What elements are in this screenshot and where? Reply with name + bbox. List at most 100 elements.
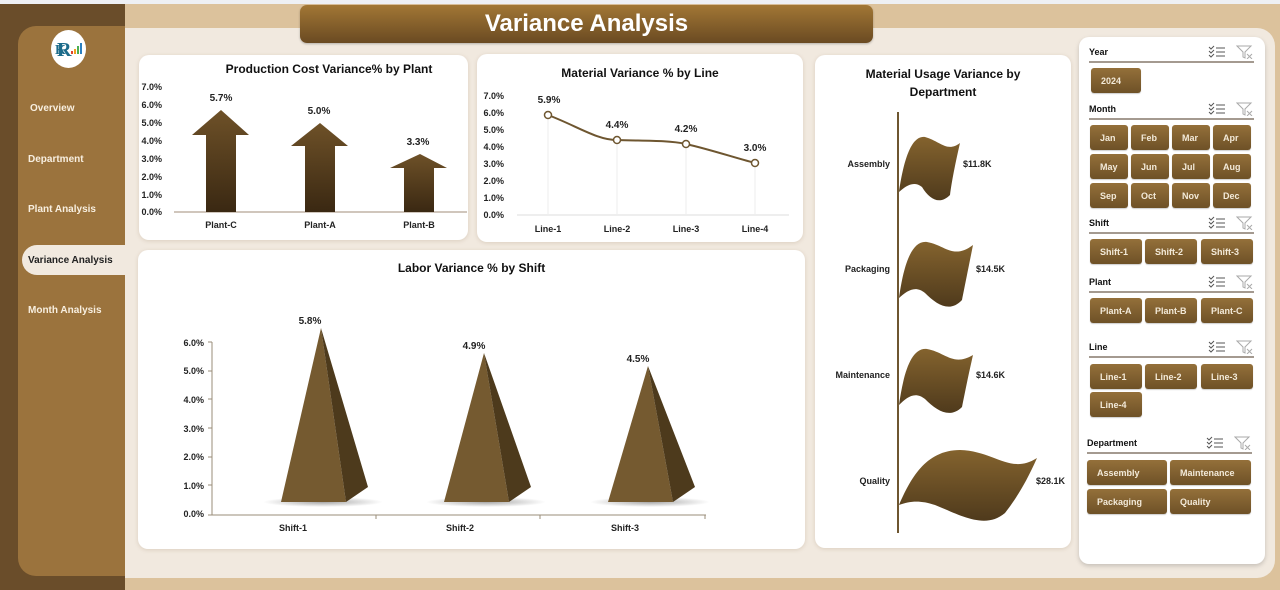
slicer-label: Shift xyxy=(1089,218,1109,228)
y-tick: 5.0% xyxy=(141,118,162,128)
clear-filter-icon[interactable] xyxy=(1235,45,1254,60)
clear-filter-icon[interactable] xyxy=(1233,436,1252,451)
slicer-header-month: Month xyxy=(1089,100,1254,120)
sidebar-item-label: Overview xyxy=(30,102,75,114)
slicer-header-department: Department xyxy=(1087,434,1252,454)
sidebar-item-plant-analysis[interactable]: Plant Analysis xyxy=(18,194,125,224)
y-tick: 3.0% xyxy=(141,154,162,164)
slicer-year-2024[interactable]: 2024 xyxy=(1091,68,1141,93)
clear-filter-icon[interactable] xyxy=(1235,216,1254,231)
slicer-item-label: Apr xyxy=(1223,132,1239,143)
sidebar-item-overview[interactable]: Overview xyxy=(18,93,125,123)
slicer-header-plant: Plant xyxy=(1089,273,1254,293)
y-tick: 4.0% xyxy=(141,136,162,146)
data-label: $28.1K xyxy=(1036,476,1066,486)
slicer-plant-a[interactable]: Plant-A xyxy=(1090,298,1142,323)
clear-filter-icon[interactable] xyxy=(1235,340,1254,355)
clear-filter-icon[interactable] xyxy=(1235,102,1254,117)
multi-select-icon[interactable] xyxy=(1206,436,1224,450)
slicer-item-label: Shift-2 xyxy=(1155,246,1183,257)
slicer-month-jan[interactable]: Jan xyxy=(1090,125,1128,150)
chart-title: Material Usage Variance by Department xyxy=(865,67,1021,99)
data-label: 5.0% xyxy=(307,106,331,117)
y-tick: 7.0% xyxy=(483,91,504,101)
slicer-line-3[interactable]: Line-3 xyxy=(1201,364,1253,389)
slicer-shift-1[interactable]: Shift-1 xyxy=(1090,239,1142,264)
slicer-label: Department xyxy=(1087,438,1138,448)
y-tick: 4.0% xyxy=(483,142,504,152)
slicer-month-may[interactable]: May xyxy=(1090,154,1128,179)
slicer-item-label: Assembly xyxy=(1097,467,1140,478)
slicer-month-oct[interactable]: Oct xyxy=(1131,183,1169,208)
slicer-month-jul[interactable]: Jul xyxy=(1172,154,1210,179)
slicer-item-label: Jul xyxy=(1182,161,1196,172)
slicer-shift-2[interactable]: Shift-2 xyxy=(1145,239,1197,264)
chart-material-usage-by-department: Material Usage Variance by Department As… xyxy=(815,55,1071,548)
chart-title: Labor Variance % by Shift xyxy=(397,261,546,275)
sidebar-item-department[interactable]: Department xyxy=(18,144,125,174)
y-tick: 1.0% xyxy=(183,481,204,491)
sidebar-item-label: Variance Analysis xyxy=(28,254,113,266)
y-tick: 2.0% xyxy=(483,176,504,186)
slicer-item-label: Sep xyxy=(1100,190,1117,201)
y-tick: 0.0% xyxy=(141,207,162,217)
sidebar-item-month-analysis[interactable]: Month Analysis xyxy=(18,295,125,325)
slicer-month-feb[interactable]: Feb xyxy=(1131,125,1169,150)
y-tick: 3.0% xyxy=(183,424,204,434)
slicer-month-sep[interactable]: Sep xyxy=(1090,183,1128,208)
multi-select-icon[interactable] xyxy=(1208,275,1226,289)
data-label: 5.8% xyxy=(298,316,322,327)
slicer-line-4[interactable]: Line-4 xyxy=(1090,392,1142,417)
data-label: 4.2% xyxy=(674,124,698,135)
clear-filter-icon[interactable] xyxy=(1235,275,1254,290)
x-label: Shift-1 xyxy=(279,523,307,533)
x-label: Line-2 xyxy=(603,224,631,234)
flag-bars xyxy=(897,112,1037,533)
slicer-item-label: Line-2 xyxy=(1155,371,1182,382)
chart-production-cost-by-plant: Production Cost Variance% by Plant 7.0% … xyxy=(139,55,468,240)
slicer-month-aug[interactable]: Aug xyxy=(1213,154,1251,179)
slicer-item-label: Oct xyxy=(1141,190,1157,201)
slicer-month-nov[interactable]: Nov xyxy=(1172,183,1210,208)
multi-select-icon[interactable] xyxy=(1208,340,1226,354)
slicer-line-1[interactable]: Line-1 xyxy=(1090,364,1142,389)
data-label: 4.9% xyxy=(462,341,486,352)
slicer-month-jun[interactable]: Jun xyxy=(1131,154,1169,179)
slicer-item-label: Aug xyxy=(1223,161,1241,172)
data-label: 5.7% xyxy=(209,93,233,104)
slicer-panel: Year 2024 Month Jan Feb Mar Apr May Jun … xyxy=(1079,37,1265,564)
multi-select-icon[interactable] xyxy=(1208,216,1226,230)
line-plot xyxy=(517,110,789,216)
slicer-dept-assembly[interactable]: Assembly xyxy=(1087,460,1167,485)
chart-labor-variance-by-shift: Labor Variance % by Shift 6.0% 5.0% 4.0%… xyxy=(138,250,805,549)
data-label: 4.5% xyxy=(626,354,650,365)
data-label: 5.9% xyxy=(537,95,561,106)
slicer-dept-quality[interactable]: Quality xyxy=(1170,489,1251,514)
slicer-dept-packaging[interactable]: Packaging xyxy=(1087,489,1167,514)
slicer-shift-3[interactable]: Shift-3 xyxy=(1201,239,1253,264)
sidebar-item-label: Department xyxy=(28,153,84,165)
sidebar-item-variance-analysis[interactable]: Variance Analysis xyxy=(22,245,132,275)
slicer-dept-maintenance[interactable]: Maintenance xyxy=(1170,460,1251,485)
x-label: Line-4 xyxy=(741,224,769,234)
y-tick: 5.0% xyxy=(183,366,204,376)
slicer-item-label: Jun xyxy=(1141,161,1158,172)
data-label: 3.3% xyxy=(406,137,430,148)
slicer-header-shift: Shift xyxy=(1089,214,1254,234)
multi-select-icon[interactable] xyxy=(1208,45,1226,59)
slicer-month-dec[interactable]: Dec xyxy=(1213,183,1251,208)
slicer-line-2[interactable]: Line-2 xyxy=(1145,364,1197,389)
sidebar-item-label: Plant Analysis xyxy=(28,203,96,215)
slicer-plant-b[interactable]: Plant-B xyxy=(1145,298,1197,323)
slicer-month-mar[interactable]: Mar xyxy=(1172,125,1210,150)
slicer-month-apr[interactable]: Apr xyxy=(1213,125,1251,150)
y-tick: 1.0% xyxy=(141,190,162,200)
slicer-item-label: Shift-1 xyxy=(1100,246,1128,257)
x-label: Plant-B xyxy=(403,220,435,230)
multi-select-icon[interactable] xyxy=(1208,102,1226,116)
y-tick: 2.0% xyxy=(183,452,204,462)
slicer-plant-c[interactable]: Plant-C xyxy=(1201,298,1253,323)
x-label: Shift-3 xyxy=(611,523,639,533)
y-label: Quality xyxy=(859,476,890,486)
slicer-item-label: Dec xyxy=(1223,190,1240,201)
